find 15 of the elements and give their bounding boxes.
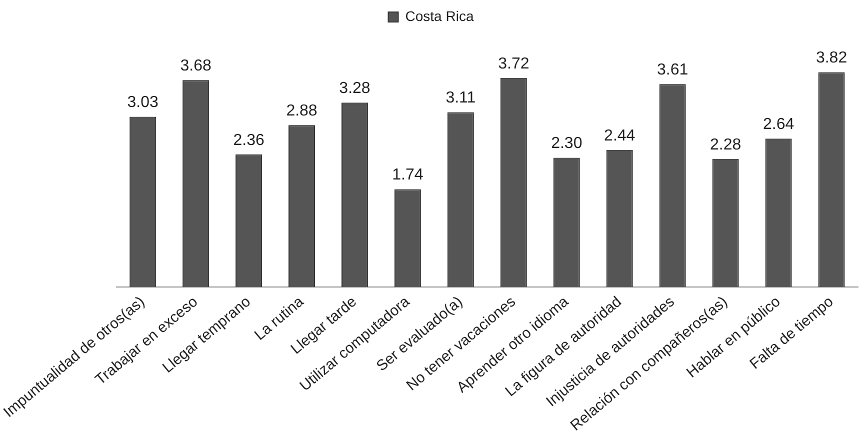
data-label: 3.68 — [180, 58, 212, 75]
data-label: 2.44 — [604, 127, 636, 144]
data-label: 2.30 — [551, 135, 582, 152]
data-label: 3.03 — [127, 94, 158, 112]
data-label: 3.61 — [657, 61, 688, 78]
legend-label: Costa Rica — [405, 8, 474, 24]
data-label: 1.74 — [392, 166, 424, 184]
data-label: 3.28 — [339, 80, 370, 98]
data-label: 2.28 — [710, 136, 742, 154]
data-label: 2.64 — [762, 116, 794, 134]
data-label: 3.82 — [816, 50, 848, 67]
data-label: 3.72 — [498, 55, 530, 72]
data-label: 3.11 — [446, 90, 476, 107]
data-label: 2.36 — [233, 132, 264, 149]
data-label: 2.88 — [286, 102, 318, 120]
